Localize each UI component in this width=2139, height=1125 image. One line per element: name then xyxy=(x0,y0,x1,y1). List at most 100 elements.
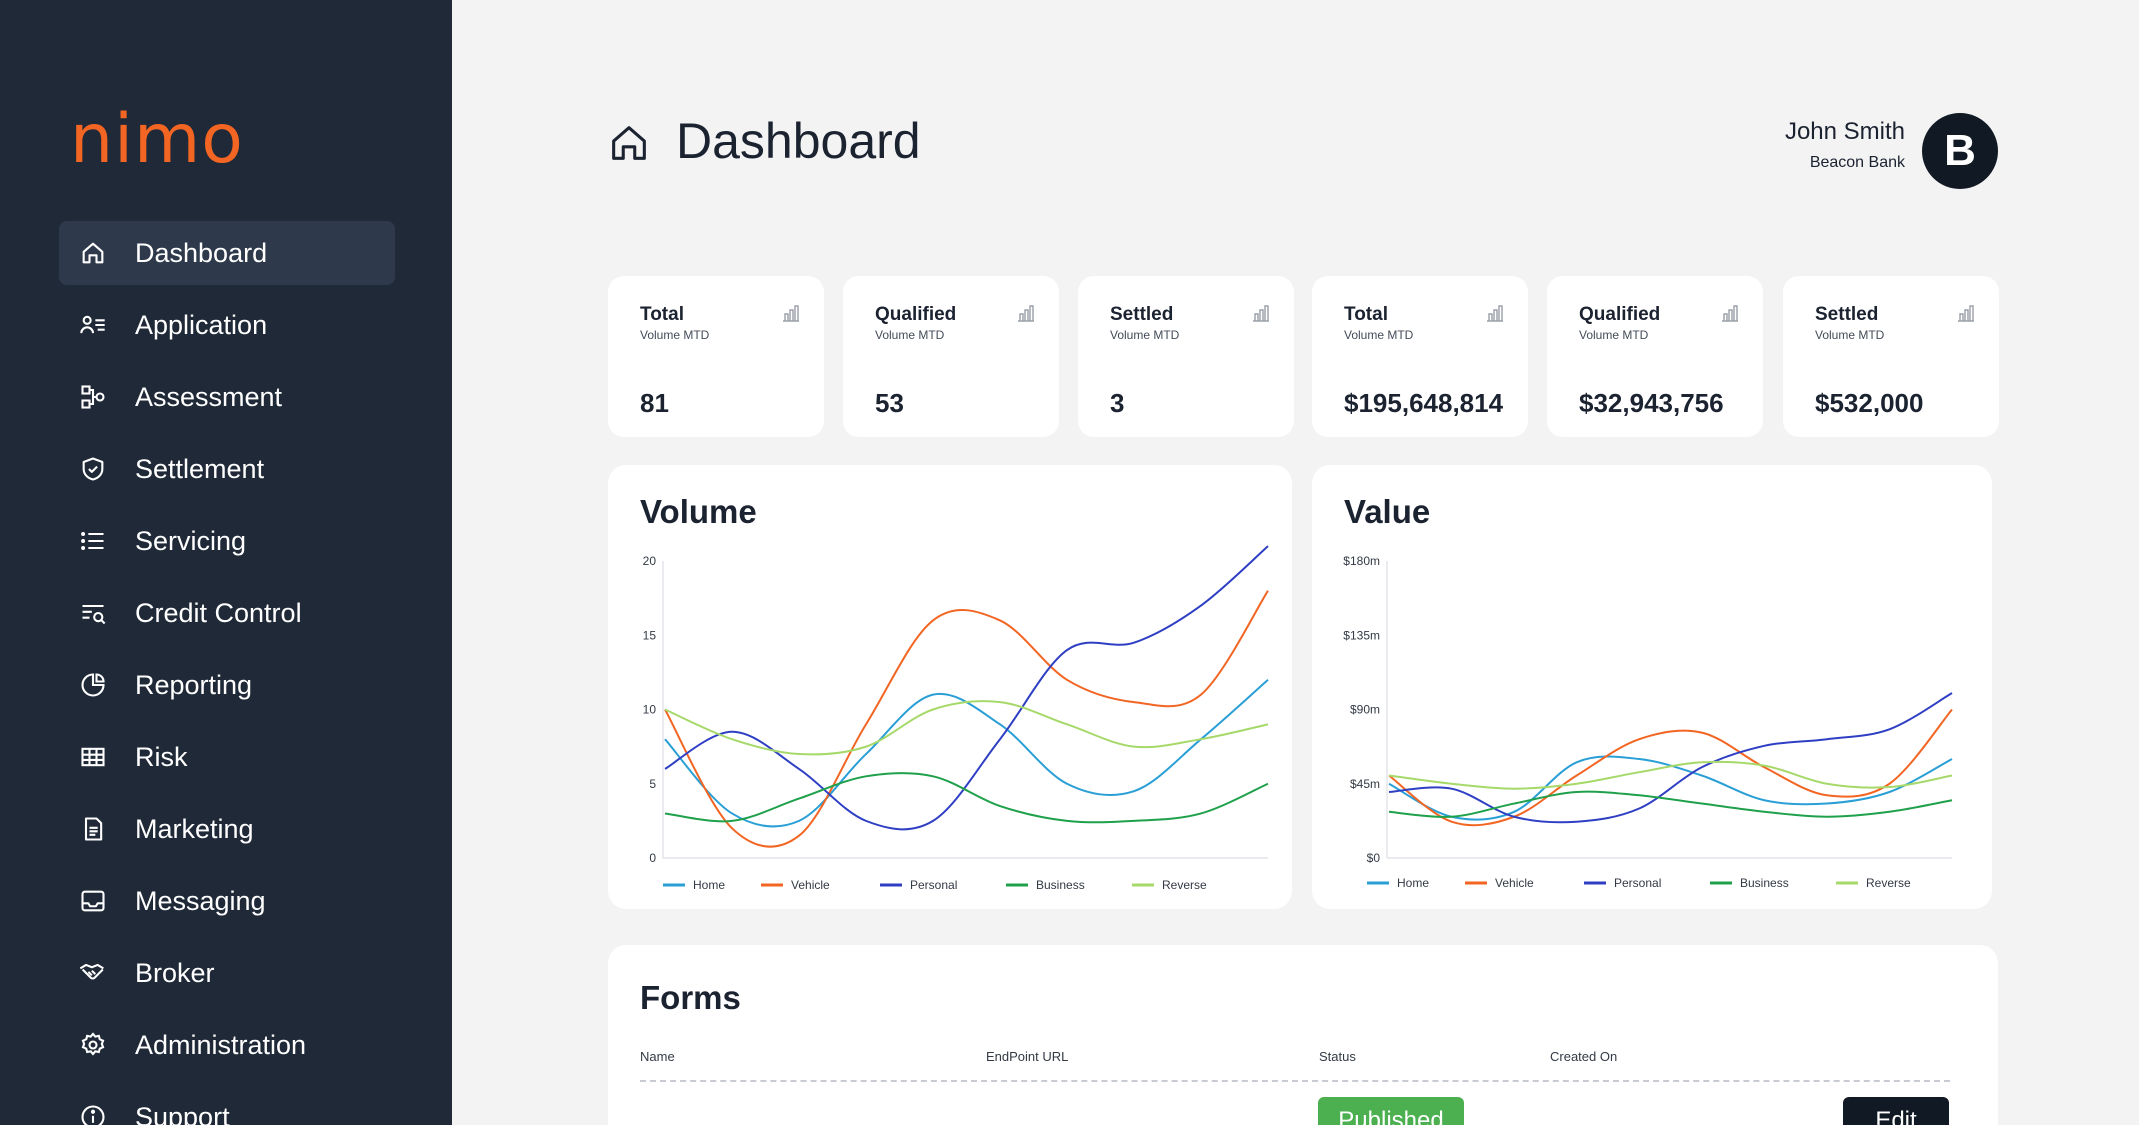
bar-chart-icon xyxy=(1486,304,1504,327)
volume-chart-card: Volume 0 5 10 15 20 Home Vehicle Personal Busine… xyxy=(608,465,1292,909)
kpi-subtitle: Volume MTD xyxy=(1344,328,1414,342)
sidebar-item-administration[interactable]: Administration xyxy=(59,1013,395,1077)
sidebar-item-dashboard[interactable]: Dashboard xyxy=(59,221,395,285)
pie-icon xyxy=(65,671,121,699)
avatar-letter: B xyxy=(1944,126,1976,175)
legend-label: Vehicle xyxy=(791,878,830,892)
value-chart: $0 $45m $90m $135m $180m Home Vehicle Personal B… xyxy=(1343,554,1953,890)
inbox-icon xyxy=(65,887,121,915)
kpi-subtitle: Volume MTD xyxy=(1110,328,1180,342)
sidebar-item-label: Settlement xyxy=(135,453,265,484)
kpi-title: Total xyxy=(1344,304,1388,325)
sidebar-item-risk[interactable]: Risk xyxy=(59,725,395,789)
column-header-created-on[interactable]: Created On xyxy=(1550,1049,1618,1064)
legend-label: Home xyxy=(1397,876,1429,890)
y-tick-label: $45m xyxy=(1350,777,1380,791)
list-search-icon xyxy=(65,599,121,627)
kpi-value: 3 xyxy=(1110,388,1125,418)
forms-title: Forms xyxy=(640,979,741,1016)
sidebar-item-label: Reporting xyxy=(135,669,253,700)
sidebar-item-label: Broker xyxy=(135,957,215,988)
legend-label: Personal xyxy=(910,878,957,892)
series-line-vehicle xyxy=(1388,708,1953,827)
bar-chart-icon xyxy=(1957,304,1975,327)
bar-chart-icon xyxy=(1252,304,1270,327)
kpi-card-settled-value: Settled Volume MTD $532,000 xyxy=(1783,276,1999,437)
series-line-business xyxy=(664,772,1269,824)
gear-icon xyxy=(65,1031,121,1059)
kpi-value: $195,648,814 xyxy=(1344,388,1504,418)
kpi-title: Qualified xyxy=(1579,304,1661,325)
sidebar-item-application[interactable]: Application xyxy=(59,293,395,357)
kpi-title: Settled xyxy=(1110,304,1174,325)
column-header-name[interactable]: Name xyxy=(640,1049,675,1064)
kpi-title: Total xyxy=(640,304,684,325)
sidebar-item-marketing[interactable]: Marketing xyxy=(59,797,395,861)
series-line-vehicle xyxy=(664,590,1269,848)
home-icon xyxy=(606,120,652,171)
avatar[interactable]: B xyxy=(1922,113,1998,189)
kpi-card-qualified-volume: Qualified Volume MTD 53 xyxy=(843,276,1059,437)
kpi-card-total-volume: Total Volume MTD 81 xyxy=(608,276,824,437)
sidebar-item-label: Messaging xyxy=(135,885,266,916)
column-header-endpoint-url[interactable]: EndPoint URL xyxy=(986,1049,1069,1064)
kpi-subtitle: Volume MTD xyxy=(1815,328,1885,342)
y-tick-label: $90m xyxy=(1350,703,1380,717)
kpi-value: $532,000 xyxy=(1815,388,1924,418)
sidebar-item-label: Credit Control xyxy=(135,597,302,628)
sidebar-nav: Dashboard Application Assessment Settlem… xyxy=(59,221,395,1125)
sidebar-item-messaging[interactable]: Messaging xyxy=(59,869,395,933)
y-tick-label: 20 xyxy=(643,554,657,568)
y-tick-label: 10 xyxy=(643,703,657,717)
series-line-business xyxy=(1388,790,1953,818)
kpi-card-total-value: Total Volume MTD $195,648,814 xyxy=(1312,276,1528,437)
sidebar-item-reporting[interactable]: Reporting xyxy=(59,653,395,717)
kpi-title: Qualified xyxy=(875,304,957,325)
legend-label: Home xyxy=(693,878,725,892)
legend-label: Personal xyxy=(1614,876,1661,890)
y-tick-label: $0 xyxy=(1367,851,1381,865)
legend-label: Business xyxy=(1740,876,1789,890)
sidebar-item-credit-control[interactable]: Credit Control xyxy=(59,581,395,645)
y-tick-label: 0 xyxy=(649,851,656,865)
bar-chart-icon xyxy=(782,304,800,327)
kpi-subtitle: Volume MTD xyxy=(875,328,945,342)
y-tick-label: $180m xyxy=(1343,554,1380,568)
series-line-reverse xyxy=(664,700,1269,756)
user-organization: Beacon Bank xyxy=(1809,154,1905,171)
legend-label: Business xyxy=(1036,878,1085,892)
kpi-value: 81 xyxy=(640,388,669,418)
table-divider xyxy=(640,1080,1950,1082)
edit-button[interactable]: Edit xyxy=(1843,1097,1949,1125)
status-badge: Published xyxy=(1318,1097,1464,1125)
document-icon xyxy=(65,815,121,843)
series-line-personal xyxy=(1388,692,1953,824)
chart-title: Value xyxy=(1344,493,1431,530)
sidebar-item-servicing[interactable]: Servicing xyxy=(59,509,395,573)
sidebar-item-broker[interactable]: Broker xyxy=(59,941,395,1005)
handshake-icon xyxy=(65,959,121,987)
sidebar-item-label: Administration xyxy=(135,1029,307,1060)
kpi-title: Settled xyxy=(1815,304,1879,325)
flow-icon xyxy=(65,383,121,411)
kpi-subtitle: Volume MTD xyxy=(640,328,710,342)
y-tick-label: 15 xyxy=(643,628,657,642)
user-name: John Smith xyxy=(1784,118,1905,145)
value-chart-card: Value $0 $45m $90m $135m $180m Home Vehicle Per… xyxy=(1312,465,1992,909)
series-line-home xyxy=(664,679,1269,828)
table-icon xyxy=(65,743,121,771)
sidebar-item-assessment[interactable]: Assessment xyxy=(59,365,395,429)
sidebar-item-label: Servicing xyxy=(135,525,247,556)
forms-card: Forms Name EndPoint URL Status Created O… xyxy=(608,945,1998,1125)
shield-check-icon xyxy=(65,455,121,483)
y-tick-label: 5 xyxy=(649,777,656,791)
sidebar-item-support[interactable]: Support xyxy=(59,1085,395,1125)
series-line-reverse xyxy=(1388,760,1953,790)
y-tick-label: $135m xyxy=(1343,628,1380,642)
kpi-card-qualified-value: Qualified Volume MTD $32,943,756 xyxy=(1547,276,1763,437)
user-list-icon xyxy=(65,311,121,339)
legend-label: Vehicle xyxy=(1495,876,1534,890)
sidebar-item-settlement[interactable]: Settlement xyxy=(59,437,395,501)
column-header-status[interactable]: Status xyxy=(1319,1049,1356,1064)
sidebar-item-label: Dashboard xyxy=(135,237,268,268)
